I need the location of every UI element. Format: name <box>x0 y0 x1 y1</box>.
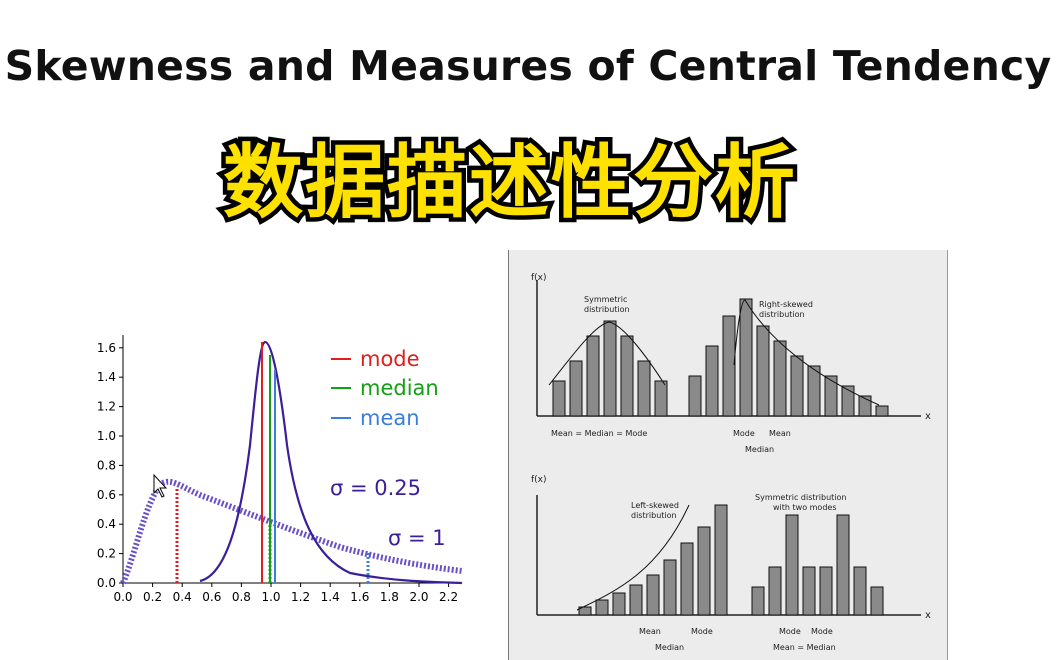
top-x-label: x <box>925 411 931 422</box>
skewness-figure: f(x) x f(x) x Symmetric distribution Mea… <box>508 250 948 660</box>
y-tick-label: 1.0 <box>97 429 116 443</box>
y-tick-label: 1.4 <box>97 370 116 384</box>
histogram-bar <box>802 566 816 616</box>
histogram-bar <box>790 355 804 417</box>
histogram-bar <box>836 514 850 616</box>
bimodal-mode-1: Mode <box>779 627 801 636</box>
x-tick-label: 0.8 <box>232 590 251 604</box>
symmetric-caption: Mean = Median = Mode <box>551 429 647 438</box>
histogram-bar <box>705 345 719 417</box>
histogram-bar <box>751 586 765 616</box>
x-tick-label: 1.4 <box>321 590 340 604</box>
histogram-bar <box>722 315 736 417</box>
histogram-bar <box>739 298 753 417</box>
right-skew-label-2: distribution <box>759 310 805 319</box>
y-tick-label: 1.2 <box>97 400 116 414</box>
y-tick-label: 0.2 <box>97 547 116 561</box>
chinese-banner: 数据描述性分析 <box>219 132 800 232</box>
left-skew-median: Median <box>655 643 684 652</box>
y-tick-label: 1.6 <box>97 341 116 355</box>
histogram-bars <box>552 298 889 616</box>
histogram-bar <box>637 360 651 417</box>
histogram-bar <box>768 566 782 616</box>
bottom-x-label: x <box>925 610 931 621</box>
cursor-icon <box>153 473 168 498</box>
x-tick-label: 0.2 <box>143 590 162 604</box>
banner-text: 数据描述性分析 <box>223 136 797 229</box>
histogram-bar <box>569 360 583 417</box>
histogram-bar <box>620 335 634 417</box>
x-tick-label: 0.6 <box>202 590 221 604</box>
histogram-bar <box>603 320 617 417</box>
histogram-bar <box>875 405 889 417</box>
y-axis <box>122 335 462 584</box>
x-tick-label: 1.6 <box>350 590 369 604</box>
top-fx-label: f(x) <box>531 273 547 283</box>
x-tick-label: 1.0 <box>261 590 280 604</box>
bottom-fx-label: f(x) <box>531 475 547 485</box>
histogram-bar <box>688 375 702 417</box>
right-skew-mode: Mode <box>733 429 755 438</box>
left-skew-mean: Mean <box>639 627 661 636</box>
left-skew-label-1: Left-skewed <box>631 501 679 510</box>
histogram-bar <box>654 380 668 417</box>
histogram-bar <box>853 566 867 616</box>
y-tick-label: 0.4 <box>97 517 116 531</box>
x-tick-label: 0.4 <box>173 590 192 604</box>
y-tick-labels: 0.0 0.2 0.4 0.6 0.8 1.0 1.2 1.4 1.6 <box>97 341 123 590</box>
histogram-bar <box>612 592 626 616</box>
legend-mean: mean <box>360 406 420 430</box>
bimodal-mode-2: Mode <box>811 627 833 636</box>
histogram-bar <box>646 574 660 616</box>
histogram-bar <box>680 542 694 616</box>
x-tick-label: 1.2 <box>291 590 310 604</box>
symmetric-label-1: Symmetric <box>584 295 627 304</box>
histogram-bar <box>870 586 884 616</box>
y-tick-label: 0.6 <box>97 488 116 502</box>
histogram-bar <box>785 514 799 616</box>
curve-sigma-1 <box>120 478 463 585</box>
legend: mode median mean <box>331 347 439 430</box>
histogram-bar <box>629 584 643 616</box>
sigma-025-label: σ = 0.25 <box>330 476 421 500</box>
histogram-bar <box>586 335 600 417</box>
page-title: Skewness and Measures of Central Tendenc… <box>4 42 1052 90</box>
x-tick-label: 0.0 <box>113 590 132 604</box>
sigma-1-label: σ = 1 <box>388 526 446 550</box>
histogram-bar <box>824 375 838 417</box>
histogram-bar <box>756 325 770 417</box>
histogram-bar <box>552 380 566 417</box>
histogram-bar <box>807 365 821 417</box>
histogram-bar <box>841 385 855 417</box>
histogram-bar <box>697 526 711 616</box>
x-tick-label: 2.2 <box>439 590 458 604</box>
left-skew-mode: Mode <box>691 627 713 636</box>
histogram-bar <box>858 395 872 417</box>
bimodal-caption: Mean = Median <box>773 643 836 652</box>
bimodal-label-2: with two modes <box>773 503 837 512</box>
y-tick-label: 0.0 <box>97 576 116 590</box>
y-tick-label: 0.8 <box>97 458 116 472</box>
right-skew-label-1: Right-skewed <box>759 300 813 309</box>
histogram-bar <box>819 566 833 616</box>
right-skew-mean: Mean <box>769 429 791 438</box>
histogram-bar <box>595 599 609 616</box>
legend-median: median <box>360 376 439 400</box>
symmetric-label-2: distribution <box>584 305 630 314</box>
histogram-bar <box>773 340 787 417</box>
x-tick-label: 2.0 <box>409 590 428 604</box>
left-skew-label-2: distribution <box>631 511 677 520</box>
x-tick-label: 1.8 <box>380 590 399 604</box>
bimodal-label-1: Symmetric distribution <box>755 493 847 502</box>
right-skew-median: Median <box>745 445 774 454</box>
legend-mode: mode <box>360 347 420 371</box>
x-tick-labels: 0.0 0.2 0.4 0.6 0.8 1.0 1.2 1.4 1.6 1.8 2.0 2.2 <box>113 583 458 604</box>
lognormal-chart: 0.0 0.2 0.4 0.6 0.8 1.0 1.2 1.4 1.6 0.0 0.2 0.4 0.6… <box>97 335 463 604</box>
histogram-bar <box>663 559 677 616</box>
histogram-bar <box>578 606 592 616</box>
histogram-bar <box>714 504 728 616</box>
